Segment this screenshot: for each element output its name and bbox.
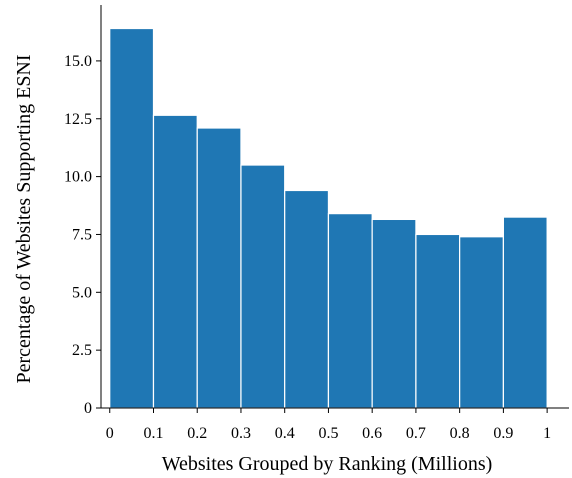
x-tick-label: 0.7 (406, 425, 426, 442)
x-ticks-group: 0 0.1 0.2 0.3 0.4 0.5 0.6 0.7 0.8 0.9 1 (106, 408, 551, 442)
bar-3 (240, 164, 286, 409)
bar-8 (459, 236, 504, 409)
x-tick-label: 0.4 (275, 425, 295, 442)
y-tick-label: 12.5 (64, 111, 92, 128)
x-tick-label: 0.1 (143, 425, 163, 442)
bar-9 (502, 216, 548, 409)
x-tick-label: 0.8 (450, 425, 470, 442)
y-tick-label: 2.5 (72, 342, 92, 359)
bar-5 (327, 213, 373, 409)
y-ticks-group: 0 2.5 5.0 7.5 10.0 12.5 15.0 (64, 53, 101, 417)
bar-0 (109, 27, 155, 409)
x-tick-label: 0.9 (493, 425, 513, 442)
x-tick-label: 0.2 (187, 425, 207, 442)
x-tick-label: 0 (106, 425, 114, 442)
y-tick-label: 10.0 (64, 169, 92, 186)
x-axis-label: Websites Grouped by Ranking (Millions) (162, 453, 493, 475)
x-tick-label: 1 (543, 425, 551, 442)
bar-2 (196, 127, 242, 409)
bars-group (109, 27, 548, 409)
bar-4 (284, 189, 330, 409)
bar-7 (415, 233, 461, 409)
x-tick-label: 0.6 (362, 425, 382, 442)
axes-group (100, 5, 569, 409)
x-tick-label: 0.5 (318, 425, 338, 442)
bar-1 (152, 114, 198, 409)
y-tick-label: 7.5 (72, 226, 92, 243)
y-axis-label: Percentage of Websites Supporting ESNI (13, 54, 35, 383)
y-tick-label: 15.0 (64, 53, 92, 70)
x-tick-label: 0.3 (231, 425, 251, 442)
bar-6 (371, 218, 417, 409)
y-tick-label: 5.0 (72, 284, 92, 301)
y-tick-label: 0 (84, 400, 92, 417)
